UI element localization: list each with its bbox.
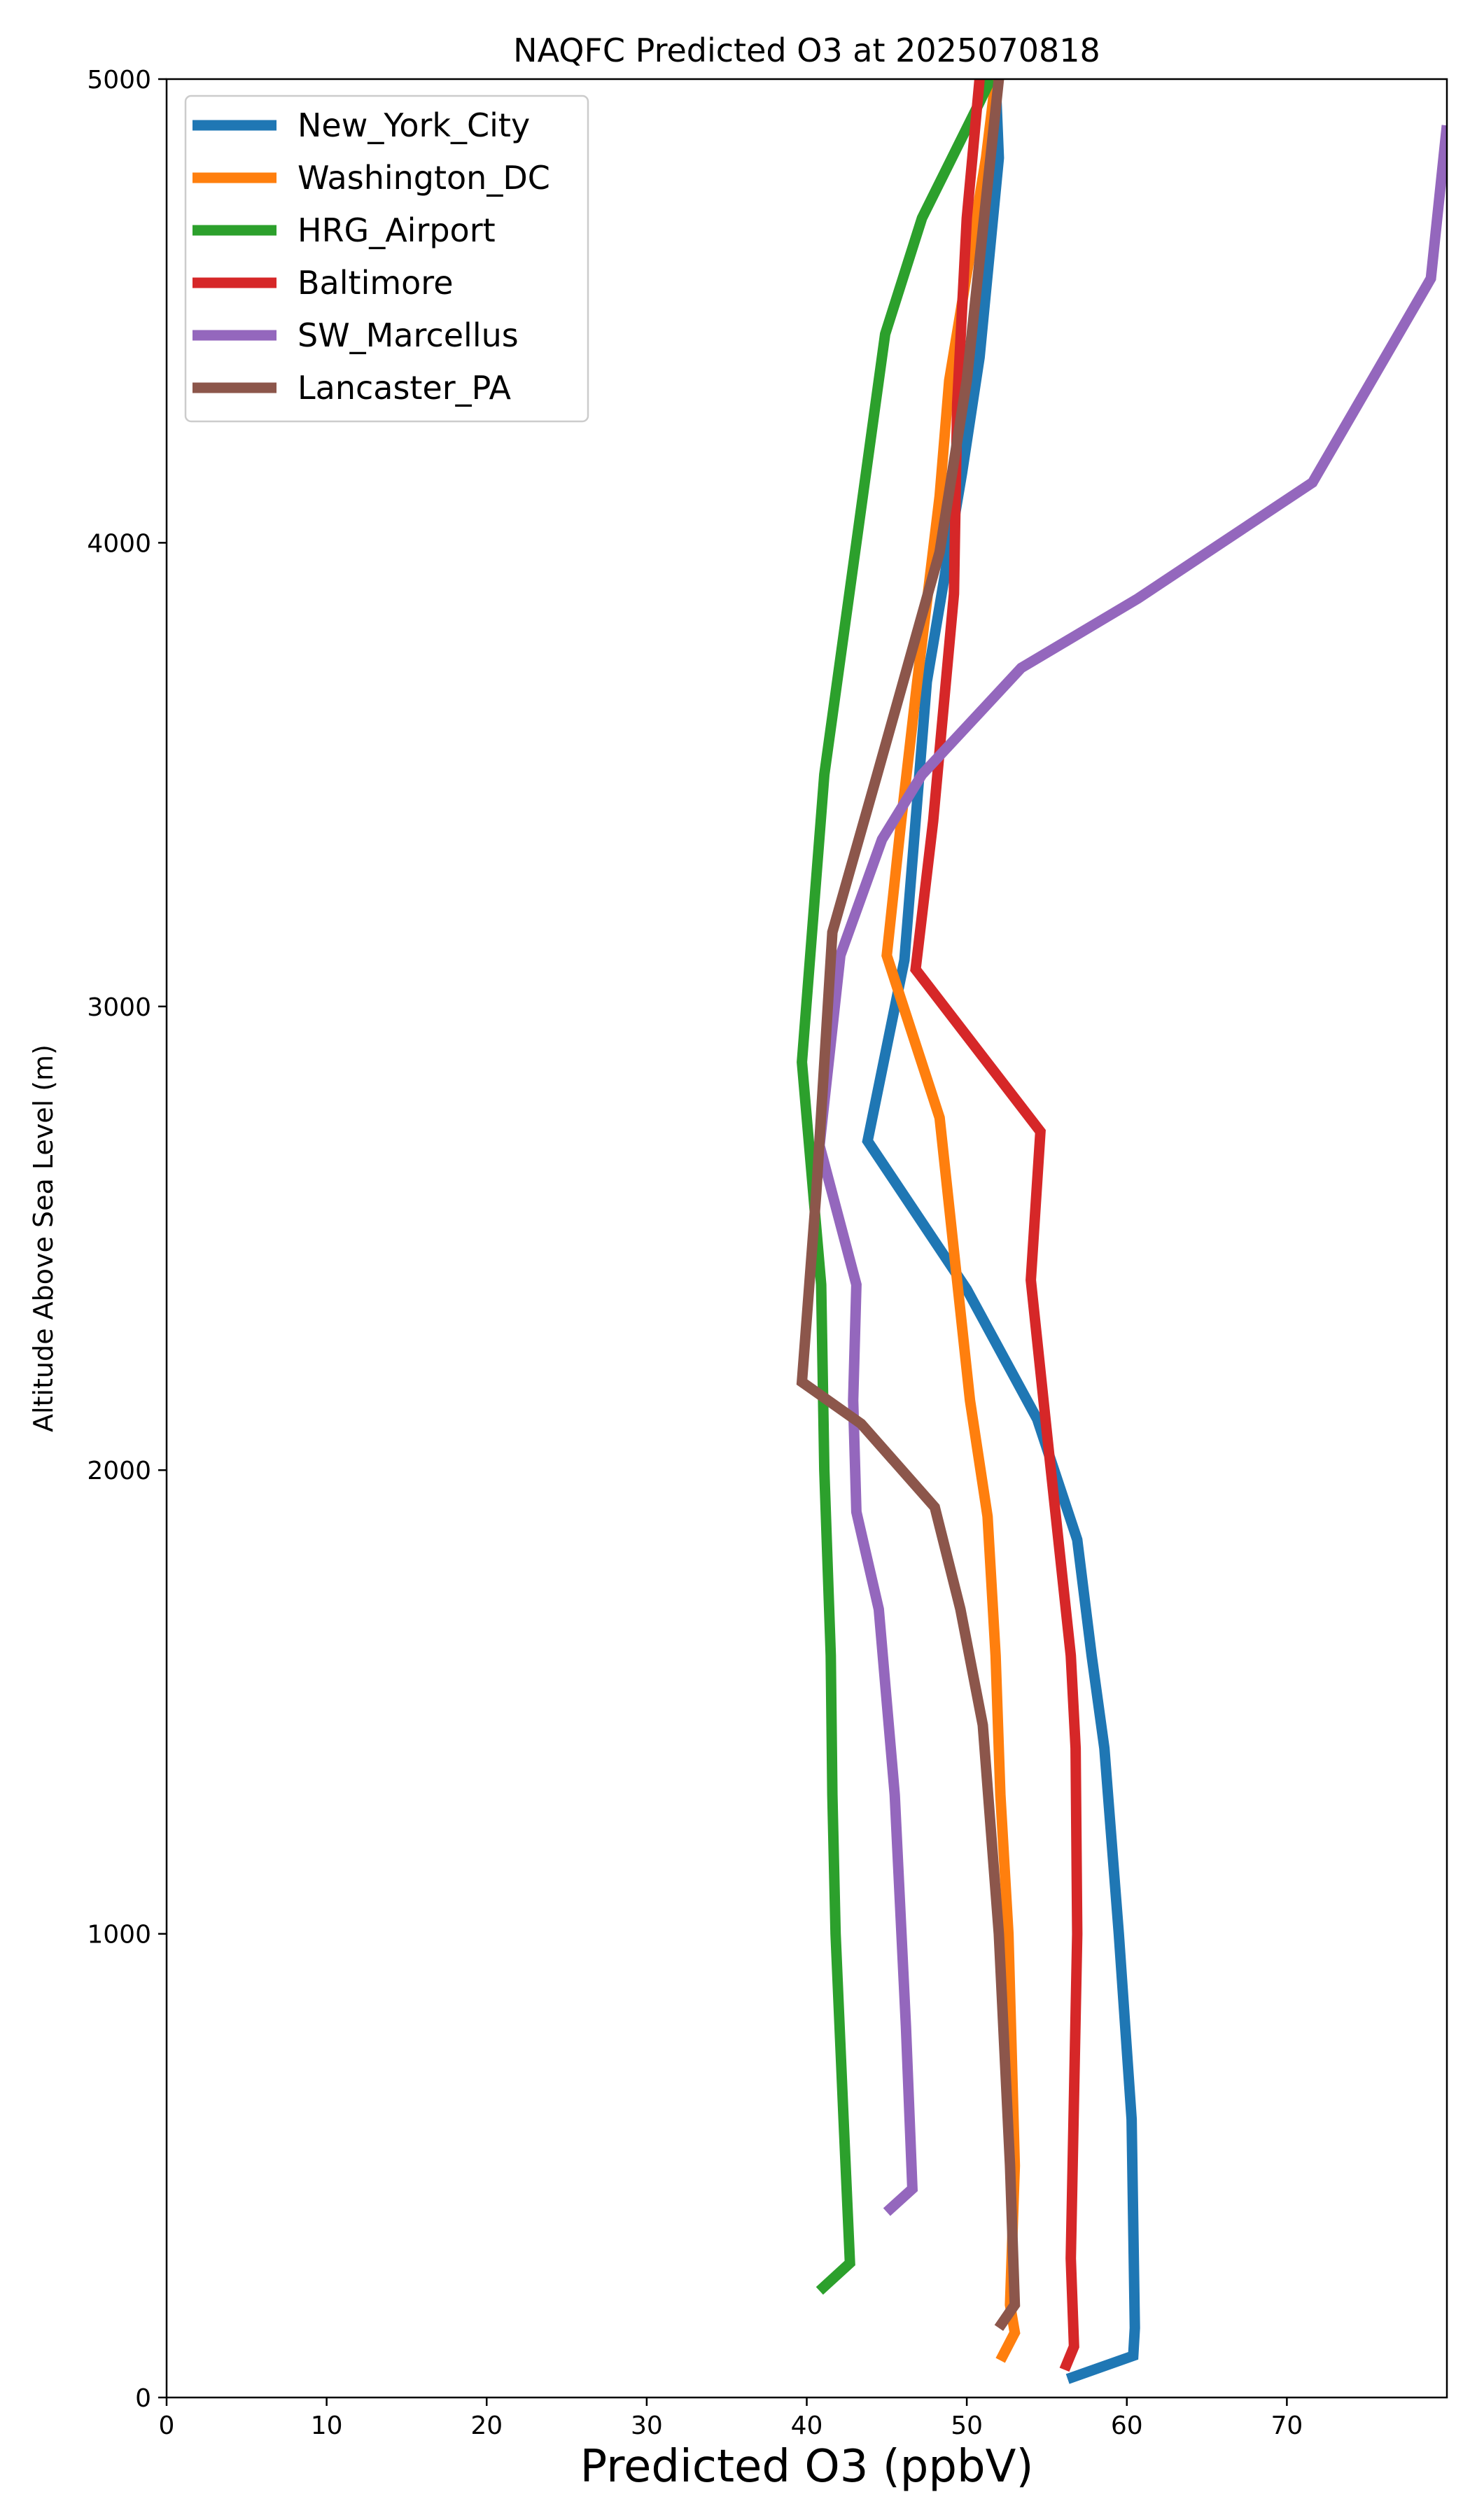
series-line-lancaster-pa [796, 79, 1021, 2331]
legend-label-new-york-city: New_York_City [298, 106, 530, 144]
legend-label-baltimore: Baltimore [298, 264, 454, 302]
series-line-new-york-city [862, 79, 1140, 2384]
y-tick-label: 0 [135, 2384, 151, 2413]
x-tick-label: 70 [1270, 2412, 1303, 2440]
y-tick-label: 2000 [87, 1457, 151, 1485]
legend-box [184, 94, 589, 423]
series-line-hrg-airport [797, 79, 996, 2295]
x-tick-label: 20 [470, 2412, 503, 2440]
series-layer [796, 79, 1447, 2384]
legend-label-sw-marcellus: SW_Marcellus [298, 316, 519, 354]
legend: New_York_City Washington_DC HRG_Airport Bal… [184, 94, 589, 423]
y-tick-label: 4000 [87, 529, 151, 558]
ticks-layer: 0 10 20 30 40 50 60 70 0 1000 2000 3000 4000 5000 [87, 66, 1303, 2440]
y-tick-label: 3000 [87, 993, 151, 1022]
y-tick-label: 5000 [87, 66, 151, 94]
y-axis-label: Altitude Above Sea Level (m) [28, 1044, 59, 1432]
x-axis-label: Predicted O3 (ppbV) [580, 2441, 1034, 2493]
x-tick-label: 10 [311, 2412, 343, 2440]
legend-label-washington-dc: Washington_DC [298, 159, 550, 197]
y-tick-label: 1000 [87, 1921, 151, 1949]
x-tick-label: 50 [951, 2412, 983, 2440]
x-tick-label: 30 [631, 2412, 663, 2440]
x-tick-label: 0 [159, 2412, 175, 2440]
chart-title: NAQFC Predicted O3 at 2025070818 [513, 31, 1100, 69]
x-tick-label: 40 [791, 2412, 823, 2440]
legend-label-hrg-airport: HRG_Airport [298, 211, 496, 249]
x-tick-label: 60 [1111, 2412, 1143, 2440]
legend-label-lancaster-pa: Lancaster_PA [298, 369, 511, 407]
